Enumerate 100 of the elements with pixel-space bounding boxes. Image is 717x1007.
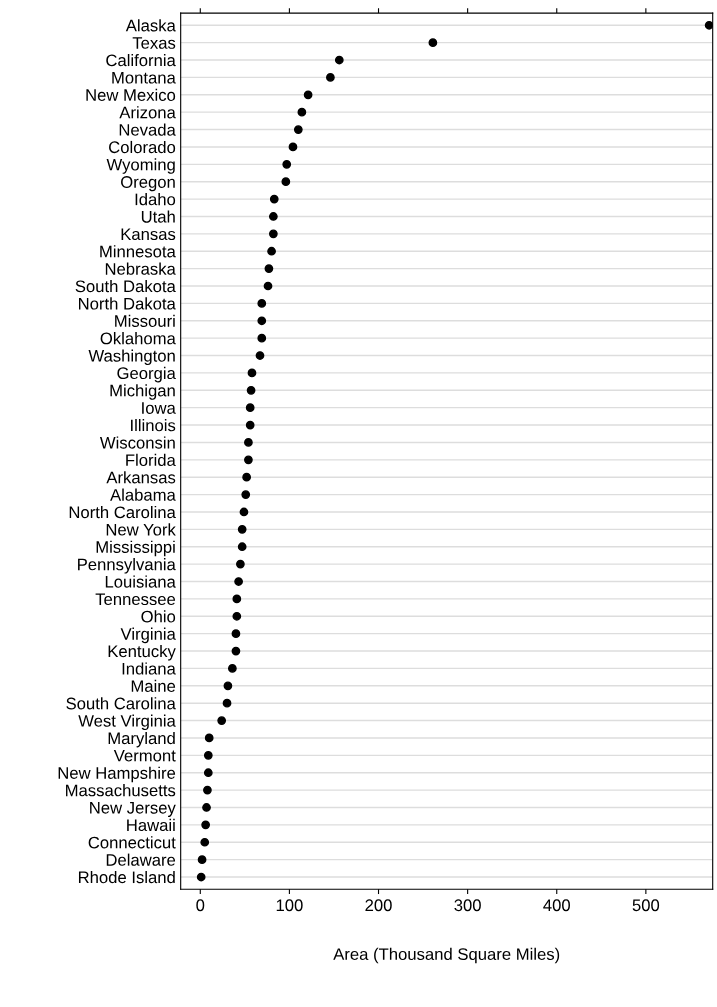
y-tick-label: Illinois	[131, 419, 176, 432]
y-tick-label: Arizona	[119, 106, 176, 119]
y-tick-label: Kansas	[121, 228, 176, 241]
point	[237, 524, 247, 534]
y-tick-label: Iowa	[142, 402, 176, 414]
x-axis-title: Area (Thousand Square Miles)	[333, 947, 560, 964]
point	[236, 559, 245, 569]
y-tick-label: Oklahoma	[100, 332, 176, 345]
point	[203, 768, 213, 778]
point	[201, 820, 211, 830]
point	[245, 420, 255, 430]
y-tick-label: North Carolina	[69, 505, 176, 519]
y-tick-label: Oregon	[121, 176, 175, 192]
y-tick-label: North Dakota	[79, 297, 176, 310]
y-tick-label: New Jersey	[90, 802, 176, 817]
y-tick-label: New Mexico	[86, 88, 176, 101]
y-tick-label: Wisconsin	[99, 436, 175, 449]
y-tick-label: Missouri	[115, 314, 175, 327]
point	[200, 837, 210, 847]
y-tick-label: Delaware	[106, 853, 176, 866]
y-tick-label: Idaho	[135, 193, 176, 206]
y-tick-label: Maine	[131, 679, 176, 693]
point	[232, 594, 242, 604]
point	[263, 281, 273, 291]
point	[217, 716, 227, 725]
point	[232, 611, 242, 621]
y-tick-label: Alabama	[110, 488, 176, 501]
point	[247, 368, 257, 378]
point	[223, 681, 233, 691]
x-tick-label: 100	[276, 899, 303, 912]
y-tick-label: Utah	[141, 210, 175, 223]
point	[334, 55, 344, 65]
point	[704, 20, 713, 30]
y-tick-label: Nevada	[119, 123, 176, 136]
point	[428, 38, 438, 48]
y-tick-label: Wyoming	[106, 158, 175, 174]
point	[196, 872, 206, 882]
point	[282, 159, 292, 169]
x-tick-label: 400	[543, 899, 570, 912]
y-tick-label: Indiana	[122, 662, 176, 675]
y-tick-label: South Dakota	[75, 279, 176, 293]
point	[244, 438, 253, 447]
y-tick-label: Louisiana	[105, 575, 176, 588]
point	[257, 333, 267, 343]
point	[242, 472, 251, 482]
point	[269, 194, 279, 204]
y-tick-label: Maryland	[108, 731, 175, 748]
point	[281, 177, 291, 187]
y-tick-label: California	[106, 53, 176, 67]
y-tick-label: Hawaii	[127, 818, 175, 832]
y-tick-label: Vermont	[113, 749, 176, 762]
point	[228, 664, 237, 673]
point	[241, 490, 251, 499]
point	[246, 385, 256, 395]
y-tick-label: Rhode Island	[78, 870, 175, 884]
point	[231, 646, 241, 656]
y-tick-label: Minnesota	[100, 245, 176, 258]
point	[255, 351, 265, 360]
y-tick-label: Montana	[112, 71, 176, 84]
point	[234, 577, 243, 586]
y-tick-label: Nebraska	[105, 262, 176, 275]
y-tick-label: Alaska	[125, 19, 176, 32]
x-tick-label: 500	[632, 899, 660, 912]
x-tick-label: 300	[454, 899, 481, 912]
y-tick-label: Virginia	[120, 627, 176, 644]
y-tick-label: Arkansas	[106, 471, 176, 484]
y-tick-label: Pennsylvania	[78, 558, 176, 574]
point	[288, 142, 298, 152]
point	[239, 507, 249, 517]
point	[203, 785, 212, 795]
point	[237, 542, 247, 552]
point	[303, 90, 313, 100]
point	[245, 403, 255, 413]
y-tick-label: Connecticut	[88, 836, 176, 849]
point	[267, 246, 276, 256]
x-tick-label: 0	[196, 899, 205, 912]
y-tick-label: New Hampshire	[58, 766, 176, 783]
point	[197, 855, 207, 865]
y-tick-label: Tennessee	[95, 593, 176, 606]
x-tick-label: 200	[365, 899, 392, 912]
y-tick-label: Florida	[126, 453, 176, 467]
y-tick-label: Mississippi	[96, 540, 175, 557]
y-tick-label: Kentucky	[108, 645, 176, 661]
point	[257, 299, 267, 308]
y-tick-label: Georgia	[117, 366, 176, 383]
y-tick-label: Washington	[88, 349, 175, 366]
point	[231, 629, 241, 639]
y-tick-label: Michigan	[110, 384, 175, 400]
point	[293, 125, 303, 134]
y-tick-label: New York	[106, 523, 176, 536]
point	[268, 229, 278, 239]
y-tick-label: Texas	[132, 37, 176, 49]
y-tick-label: South Carolina	[66, 697, 176, 710]
y-tick-label: Ohio	[141, 610, 176, 623]
y-tick-label: Massachusetts	[66, 784, 176, 797]
point	[244, 455, 253, 465]
y-tick-label: Colorado	[109, 140, 176, 154]
point	[268, 212, 278, 221]
point	[204, 733, 214, 743]
point	[297, 107, 307, 117]
